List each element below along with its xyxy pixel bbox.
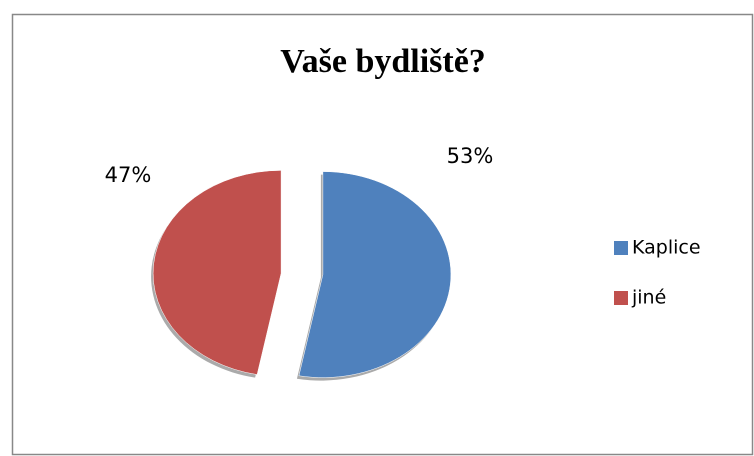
pie-slice — [152, 170, 282, 375]
legend-swatch — [614, 241, 628, 255]
chart-title: Vaše bydliště? — [280, 43, 486, 80]
legend-label: Kaplice — [632, 237, 701, 259]
data-label: 53% — [447, 144, 494, 168]
pie-slice — [298, 171, 452, 378]
legend-label: jiné — [631, 287, 666, 309]
legend-swatch — [614, 291, 628, 305]
data-label: 47% — [105, 163, 152, 187]
